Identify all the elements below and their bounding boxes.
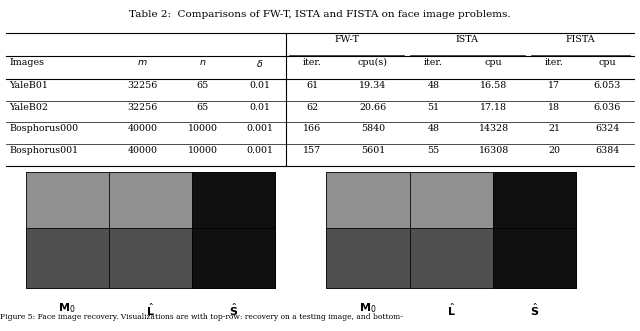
Text: cpu: cpu: [485, 58, 502, 67]
Text: $\delta$: $\delta$: [256, 58, 263, 69]
FancyBboxPatch shape: [192, 228, 275, 288]
FancyBboxPatch shape: [109, 172, 192, 288]
Text: FW-T: FW-T: [334, 35, 359, 44]
Text: cpu(s): cpu(s): [358, 58, 388, 67]
Text: 157: 157: [303, 146, 321, 155]
Text: 20: 20: [548, 146, 560, 155]
FancyBboxPatch shape: [192, 172, 275, 228]
Text: 61: 61: [307, 81, 319, 90]
Text: YaleB02: YaleB02: [10, 103, 49, 112]
FancyBboxPatch shape: [493, 228, 576, 288]
Text: 0.001: 0.001: [246, 124, 273, 133]
Text: 65: 65: [196, 81, 209, 90]
Text: ISTA: ISTA: [456, 35, 479, 44]
Text: 0.01: 0.01: [249, 103, 270, 112]
Text: FISTA: FISTA: [566, 35, 595, 44]
Text: 5601: 5601: [361, 146, 385, 155]
Text: $\hat{\mathbf{L}}$: $\hat{\mathbf{L}}$: [447, 301, 456, 318]
Text: 0.01: 0.01: [249, 81, 270, 90]
FancyBboxPatch shape: [109, 228, 192, 288]
FancyBboxPatch shape: [410, 228, 493, 288]
Text: YaleB01: YaleB01: [10, 81, 49, 90]
Text: $\hat{\mathbf{S}}$: $\hat{\mathbf{S}}$: [530, 301, 539, 318]
Text: 65: 65: [196, 103, 209, 112]
Text: $\mathbf{M}_0$: $\mathbf{M}_0$: [58, 301, 76, 315]
FancyBboxPatch shape: [26, 172, 109, 288]
Text: cpu: cpu: [598, 58, 616, 67]
Text: $\hat{\mathbf{L}}$: $\hat{\mathbf{L}}$: [146, 301, 155, 318]
Text: 0.001: 0.001: [246, 146, 273, 155]
Text: 16.58: 16.58: [480, 81, 508, 90]
Text: 48: 48: [428, 124, 439, 133]
Text: 19.34: 19.34: [359, 81, 387, 90]
FancyBboxPatch shape: [192, 172, 275, 228]
Text: 48: 48: [428, 81, 439, 90]
FancyBboxPatch shape: [326, 172, 410, 288]
Text: 10000: 10000: [188, 124, 218, 133]
Text: iter.: iter.: [545, 58, 564, 67]
FancyBboxPatch shape: [326, 172, 410, 228]
FancyBboxPatch shape: [192, 228, 275, 288]
Text: 5840: 5840: [361, 124, 385, 133]
Text: $\hat{\mathbf{S}}$: $\hat{\mathbf{S}}$: [229, 301, 238, 318]
Text: 55: 55: [428, 146, 440, 155]
Text: 18: 18: [548, 103, 560, 112]
FancyBboxPatch shape: [26, 228, 109, 288]
Text: 51: 51: [428, 103, 440, 112]
Text: $\mathbf{M}_0$: $\mathbf{M}_0$: [359, 301, 377, 315]
Text: iter.: iter.: [424, 58, 443, 67]
Text: 6.053: 6.053: [593, 81, 621, 90]
Text: 14328: 14328: [479, 124, 509, 133]
Text: 21: 21: [548, 124, 560, 133]
FancyBboxPatch shape: [410, 172, 493, 288]
Text: 6324: 6324: [595, 124, 620, 133]
Text: Bosphorus001: Bosphorus001: [10, 146, 79, 155]
Text: 17.18: 17.18: [480, 103, 508, 112]
Text: 20.66: 20.66: [359, 103, 387, 112]
Text: 62: 62: [307, 103, 319, 112]
FancyBboxPatch shape: [493, 172, 576, 288]
FancyBboxPatch shape: [493, 172, 576, 228]
FancyBboxPatch shape: [192, 172, 275, 288]
Text: 17: 17: [548, 81, 560, 90]
FancyBboxPatch shape: [493, 228, 576, 288]
Text: Bosphorus000: Bosphorus000: [10, 124, 79, 133]
Text: Images: Images: [10, 58, 45, 67]
Text: 6384: 6384: [595, 146, 620, 155]
Text: 16308: 16308: [479, 146, 509, 155]
Text: $m$: $m$: [137, 58, 148, 67]
Text: Table 2:  Comparisons of FW-T, ISTA and FISTA on face image problems.: Table 2: Comparisons of FW-T, ISTA and F…: [129, 10, 511, 19]
FancyBboxPatch shape: [326, 228, 410, 288]
Text: 32256: 32256: [127, 81, 157, 90]
Text: 10000: 10000: [188, 146, 218, 155]
Text: 40000: 40000: [127, 124, 157, 133]
FancyBboxPatch shape: [26, 172, 109, 228]
Text: 32256: 32256: [127, 103, 157, 112]
FancyBboxPatch shape: [493, 172, 576, 228]
FancyBboxPatch shape: [410, 172, 493, 228]
Text: iter.: iter.: [303, 58, 322, 67]
Text: 40000: 40000: [127, 146, 157, 155]
FancyBboxPatch shape: [109, 172, 192, 228]
Text: 166: 166: [303, 124, 321, 133]
Text: 6.036: 6.036: [593, 103, 621, 112]
Text: Figure 5: Face image recovery. Visualizations are with top-row: recovery on a te: Figure 5: Face image recovery. Visualiza…: [0, 313, 403, 321]
Text: $n$: $n$: [199, 58, 207, 67]
